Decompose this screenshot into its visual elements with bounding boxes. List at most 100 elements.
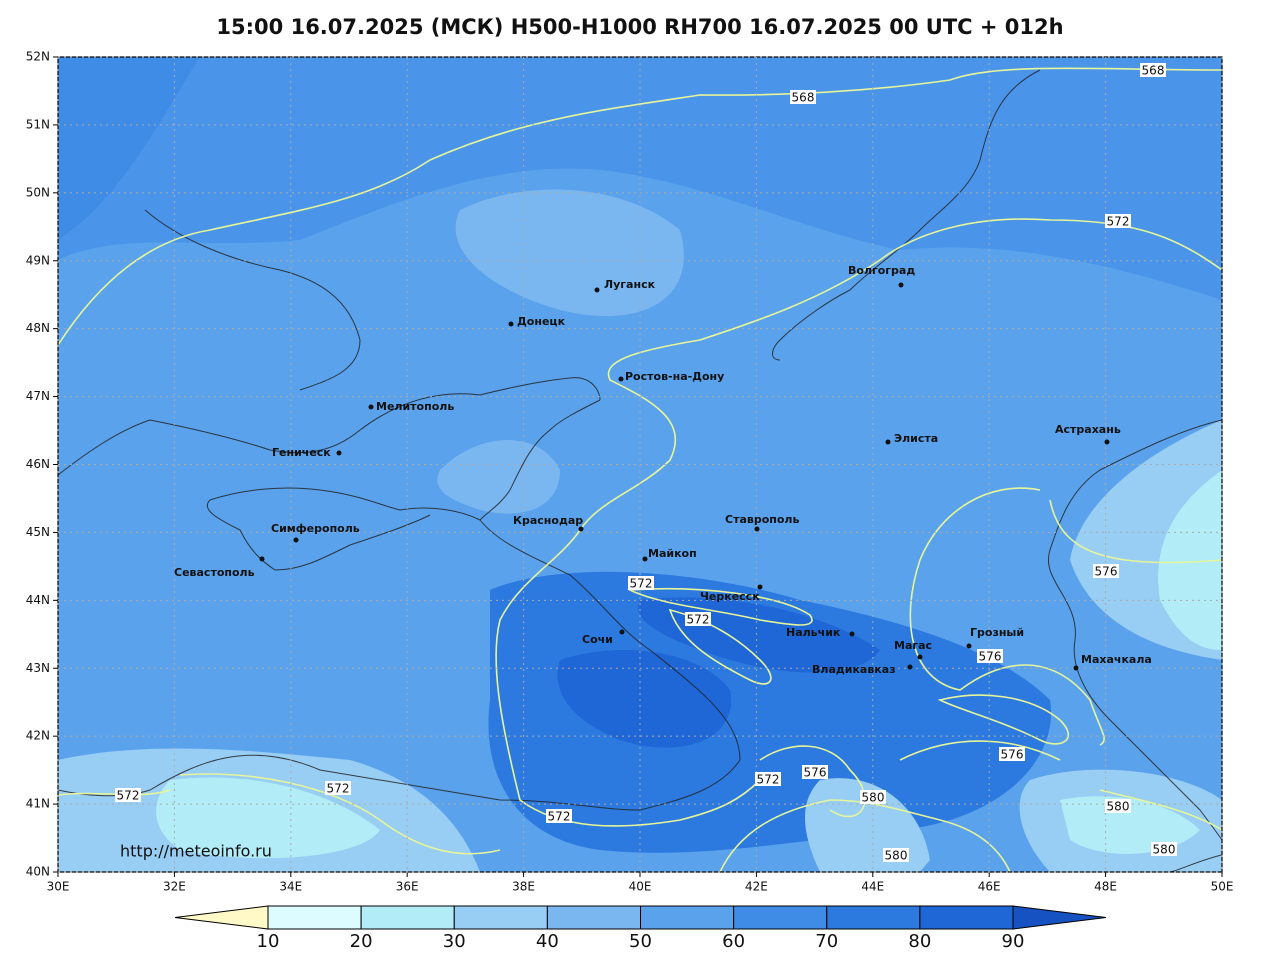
- contour-label-bg: [628, 576, 654, 590]
- colorbar-box: [826, 905, 921, 930]
- city-dot: [508, 321, 514, 327]
- colorbar-tick-label: 40: [536, 931, 559, 952]
- lon-tick-label: 42E: [745, 880, 768, 894]
- contour-label: 572: [548, 810, 571, 824]
- city-dot: [885, 439, 891, 445]
- city-dot: [907, 664, 913, 670]
- lat-tick-label: 51N: [26, 117, 50, 131]
- city-dot: [619, 629, 625, 635]
- contour-label: 572: [1107, 215, 1130, 229]
- city-dot: [849, 631, 855, 637]
- city-dot: [966, 643, 972, 649]
- colorbar-box: [733, 905, 828, 930]
- contour-label: 572: [630, 577, 653, 591]
- lon-tick-label: 38E: [512, 880, 535, 894]
- lon-tick-label: 32E: [163, 880, 186, 894]
- city-dot: [336, 450, 342, 456]
- city-dot: [259, 556, 265, 562]
- contour-label: 580: [1153, 843, 1176, 857]
- colorbar-tick-label: 30: [443, 931, 466, 952]
- city-label: Магас: [894, 639, 932, 652]
- contour-label-bg: [1105, 799, 1131, 813]
- contour-label-bg: [1093, 564, 1119, 578]
- contour-label: 568: [792, 91, 815, 105]
- city-label: Симферополь: [271, 522, 360, 535]
- lat-tick-label: 41N: [26, 797, 50, 811]
- city-label: Астрахань: [1055, 423, 1121, 436]
- city-dot: [757, 584, 763, 590]
- city-label: Черкесск: [700, 590, 760, 603]
- colorbar-tick-label: 70: [815, 931, 838, 952]
- contour-label-bg: [802, 765, 828, 779]
- city-label: Мелитополь: [376, 400, 454, 413]
- lon-tick-label: 48E: [1094, 880, 1117, 894]
- city-label: Волгоград: [848, 264, 915, 277]
- city-label: Махачкала: [1081, 653, 1152, 666]
- lon-tick-label: 44E: [861, 880, 884, 894]
- city-label: Луганск: [604, 278, 656, 291]
- lon-tick-label: 36E: [396, 880, 419, 894]
- contour-label: 572: [687, 613, 710, 627]
- source-url: http://meteoinfo.ru: [120, 842, 272, 861]
- city-dot: [293, 537, 299, 543]
- contour-label: 576: [1095, 565, 1118, 579]
- lat-tick-label: 40N: [26, 865, 50, 879]
- city-dot: [754, 526, 760, 532]
- contour-label-bg: [790, 90, 816, 104]
- contour-label: 576: [804, 766, 827, 780]
- lat-tick-label: 44N: [26, 593, 50, 607]
- map-title: 15:00 16.07.2025 (МСК) H500-H1000 RH700 …: [216, 15, 1063, 39]
- lat-tick-label: 42N: [26, 729, 50, 743]
- colorbar-over: [1012, 905, 1107, 930]
- contour-label: 572: [757, 773, 780, 787]
- colorbar-under: [174, 905, 269, 930]
- lon-tick-label: 30E: [47, 880, 70, 894]
- city-label: Краснодар: [513, 514, 583, 527]
- city-label: Ростов-на-Дону: [625, 370, 724, 383]
- contour-label-bg: [115, 788, 141, 802]
- colorbar-box: [360, 905, 455, 930]
- contour-label: 580: [862, 791, 885, 805]
- lat-tick-label: 45N: [26, 525, 50, 539]
- lon-tick-label: 34E: [279, 880, 302, 894]
- colorbar-tick-label: 90: [1002, 931, 1025, 952]
- lon-tick-label: 40E: [629, 880, 652, 894]
- colorbar-box: [919, 905, 1014, 930]
- city-label: Грозный: [970, 626, 1024, 639]
- colorbar-box: [453, 905, 548, 930]
- city-dot: [917, 654, 923, 660]
- contour-label-bg: [755, 772, 781, 786]
- city-label: Владикавказ: [812, 663, 896, 676]
- city-label: Севастополь: [174, 566, 255, 579]
- city-dot: [898, 282, 904, 288]
- city-dot: [642, 556, 648, 562]
- colorbar-box: [267, 905, 362, 930]
- city-label: Элиста: [894, 432, 938, 445]
- colorbar-tick-label: 50: [629, 931, 652, 952]
- contour-label-bg: [325, 781, 351, 795]
- colorbar-box: [546, 905, 641, 930]
- city-label: Нальчик: [786, 626, 841, 639]
- contour-label-bg: [546, 809, 572, 823]
- lat-tick-label: 46N: [26, 457, 50, 471]
- contour-label-bg: [1105, 214, 1131, 228]
- city-label: Майкоп: [648, 547, 697, 560]
- contour-label-bg: [883, 848, 909, 862]
- contour-label: 580: [885, 849, 908, 863]
- contour-label-bg: [1140, 63, 1166, 77]
- colorbar-tick-label: 10: [257, 931, 280, 952]
- contour-label-bg: [999, 747, 1025, 761]
- lat-tick-label: 52N: [26, 50, 50, 64]
- city-dot: [594, 287, 600, 293]
- contour-label: 568: [1142, 64, 1165, 78]
- contour-label-bg: [977, 649, 1003, 663]
- lon-tick-label: 50E: [1211, 880, 1234, 894]
- city-label: Ставрополь: [725, 513, 799, 526]
- city-dot: [1073, 665, 1079, 671]
- contour-label: 576: [979, 650, 1002, 664]
- lat-tick-label: 50N: [26, 185, 50, 199]
- city-label: Донецк: [517, 315, 566, 328]
- colorbar-tick-label: 80: [908, 931, 931, 952]
- city-label: Геническ: [272, 446, 331, 459]
